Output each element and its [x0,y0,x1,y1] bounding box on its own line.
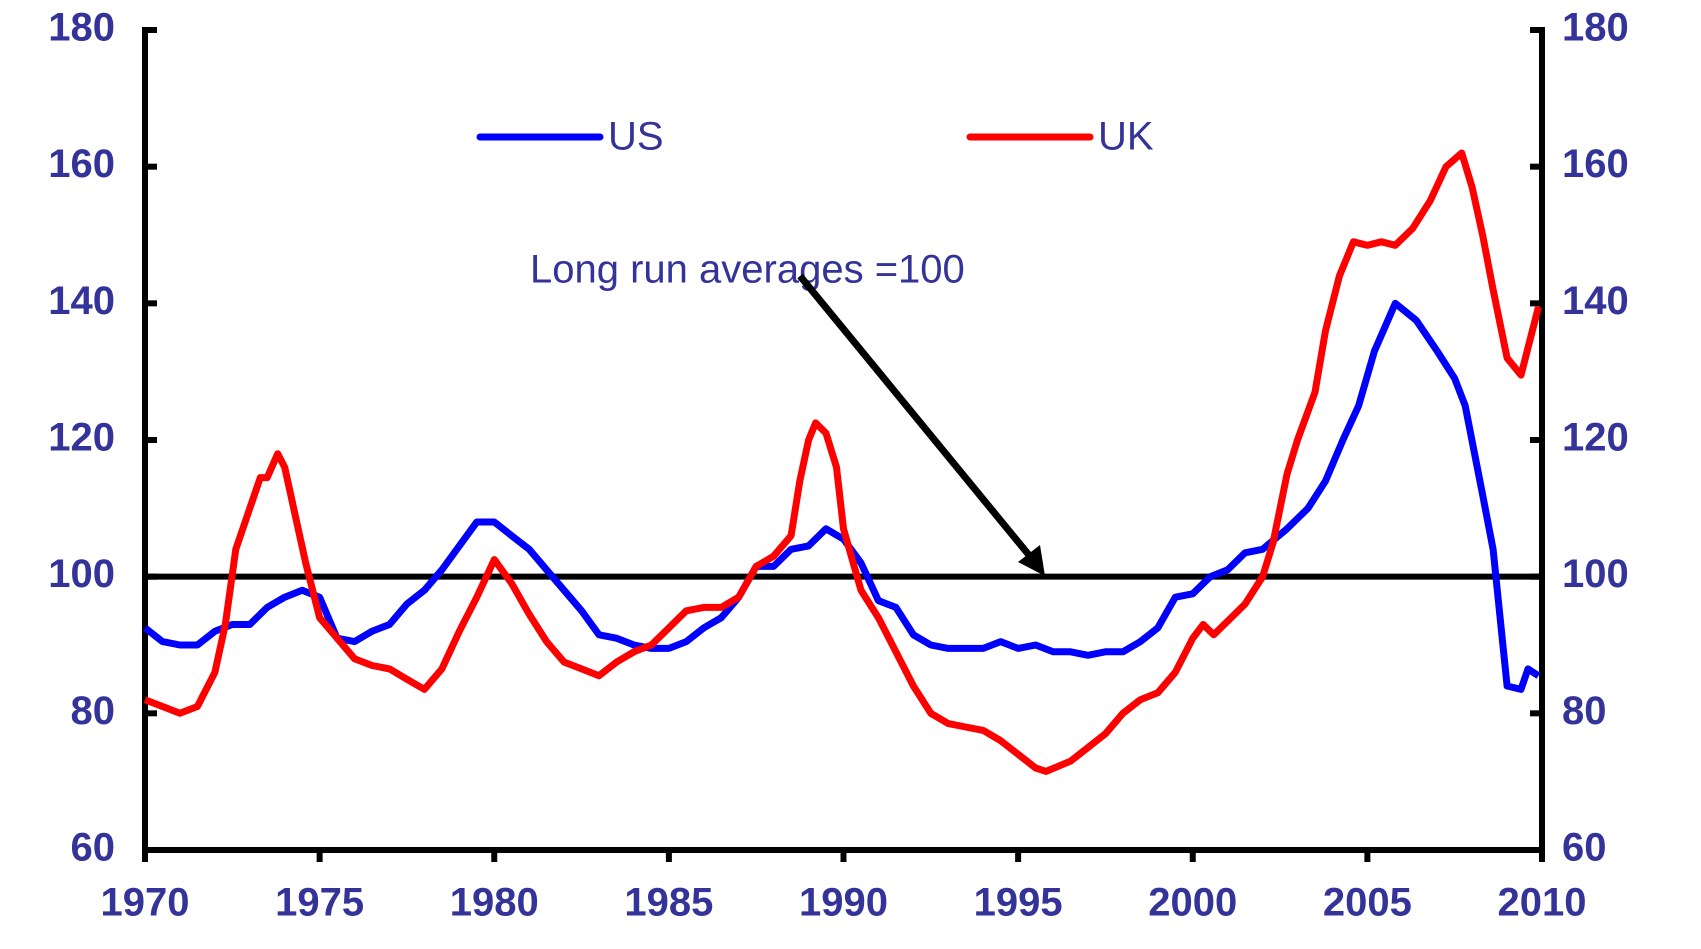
y2-tick-label: 80 [1562,689,1607,733]
y2-tick-label: 120 [1562,416,1629,460]
y-tick-label: 100 [48,552,115,596]
x-tick-label: 1995 [974,881,1063,925]
x-tick-label: 1985 [624,881,713,925]
y2-tick-label: 100 [1562,552,1629,596]
annotation-arrow [797,273,1036,563]
x-tick-label: 1970 [101,881,190,925]
arrow-head [1018,545,1045,576]
y-tick-label: 180 [48,6,115,50]
y-tick-label: 120 [48,416,115,460]
y-tick-label: 160 [48,142,115,186]
y2-tick-label: 180 [1562,6,1629,50]
series-line [143,149,1542,775]
x-tick-label: 2010 [1498,881,1587,925]
x-tick-label: 1980 [450,881,539,925]
y2-tick-label: 160 [1562,142,1629,186]
annotation: Long run averages =100 [530,248,965,292]
x-tick-label: 2000 [1148,881,1237,925]
x-tick-label: 2005 [1323,881,1412,925]
y-tick-label: 80 [71,689,116,733]
y-tick-label: 140 [48,279,115,323]
legend-label: UK [1098,115,1154,159]
x-tick-label: 1975 [275,881,364,925]
x-tick-label: 1990 [799,881,888,925]
y2-tick-label: 60 [1562,826,1607,870]
y2-tick-label: 140 [1562,279,1629,323]
y-tick-label: 60 [71,826,116,870]
legend-label: US [608,115,664,159]
